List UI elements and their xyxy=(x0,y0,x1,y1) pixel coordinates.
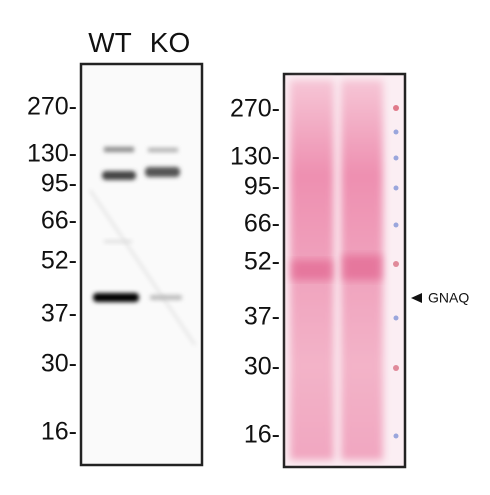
lane-label: WT xyxy=(88,27,132,58)
marker-label: 95- xyxy=(244,173,280,201)
annotation: GNAQ xyxy=(428,290,469,306)
marker-label: 16- xyxy=(244,421,280,449)
western-blot-panel xyxy=(79,62,204,467)
marker-label: 52- xyxy=(244,248,280,276)
marker-label: 30- xyxy=(41,350,77,378)
marker-label: 130- xyxy=(27,140,77,168)
ponceau-panel xyxy=(282,72,407,469)
lane-label: KO xyxy=(150,27,190,58)
marker-label: 16- xyxy=(41,418,77,446)
marker-label: 30- xyxy=(244,353,280,381)
marker-label: 37- xyxy=(41,300,77,328)
marker-label: 130- xyxy=(230,143,280,171)
marker-label: 270- xyxy=(230,95,280,123)
marker-label: 52- xyxy=(41,247,77,275)
marker-label: 270- xyxy=(27,93,77,121)
arrow xyxy=(411,293,422,303)
marker-label: 37- xyxy=(244,303,280,331)
marker-label: 95- xyxy=(41,170,77,198)
marker-label: 66- xyxy=(41,207,77,235)
marker-label: 66- xyxy=(244,210,280,238)
